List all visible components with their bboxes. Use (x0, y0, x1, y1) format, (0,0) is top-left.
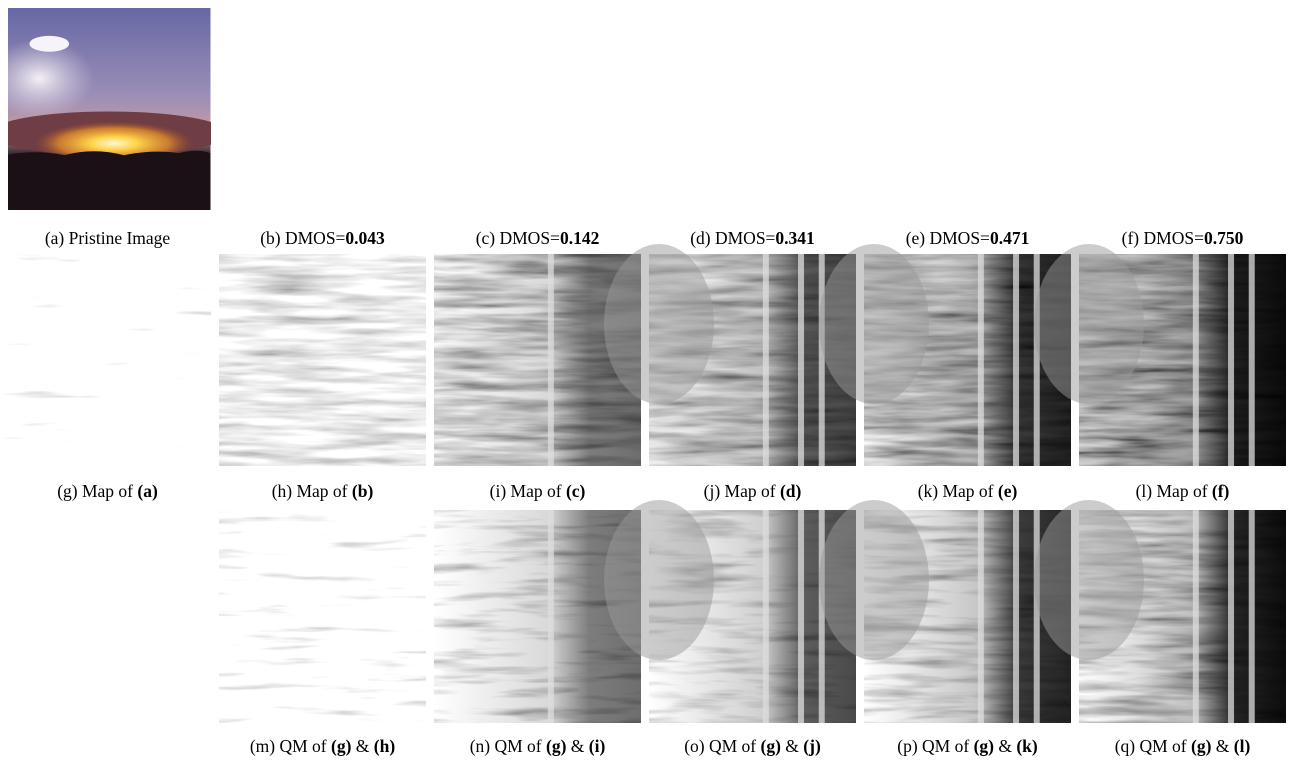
caption-text: & (781, 736, 803, 756)
caption-bold: (g) (761, 736, 781, 756)
caption-text: (k) Map of (918, 481, 998, 501)
panel-image (1034, 500, 1286, 723)
caption-bold: (i) (589, 736, 606, 756)
caption-bold: 0.341 (775, 228, 814, 248)
caption-bold: (c) (566, 481, 585, 501)
panel-caption: (l) Map of (f) (1063, 481, 1299, 502)
caption-bold: 0.750 (1204, 228, 1243, 248)
caption-text: (a) Pristine Image (45, 228, 170, 248)
caption-bold: (d) (780, 481, 801, 501)
caption-bold: (k) (1016, 736, 1037, 756)
caption-text: & (994, 736, 1016, 756)
panel-image (819, 500, 1071, 723)
panel-caption: (j) Map of (d) (633, 481, 873, 502)
panel-caption: (m) QM of (g) & (h) (203, 736, 443, 757)
caption-text: (n) QM of (470, 736, 546, 756)
panel-caption: (q) QM of (g) & (l) (1063, 736, 1299, 757)
caption-bold: (l) (1234, 736, 1251, 756)
caption-bold: (e) (998, 481, 1017, 501)
panel-caption: (e) DMOS=0.471 (848, 228, 1088, 249)
panel-image (630, 4, 874, 210)
figure-images (0, 0, 1299, 766)
caption-text: (e) DMOS= (906, 228, 990, 248)
panel-caption: (g) Map of (a) (0, 481, 228, 502)
panel-caption: (i) Map of (c) (418, 481, 658, 502)
panel-caption: (a) Pristine Image (0, 228, 228, 249)
caption-text: (p) QM of (897, 736, 973, 756)
panel-image (819, 244, 1071, 466)
panel-caption: (k) Map of (e) (848, 481, 1088, 502)
panel-image (4, 254, 211, 466)
caption-bold: (b) (352, 481, 373, 501)
panel-image (434, 510, 641, 723)
caption-bold: 0.142 (560, 228, 599, 248)
panel-caption: (o) QM of (g) & (j) (633, 736, 873, 757)
panel-caption: (p) QM of (g) & (k) (848, 736, 1088, 757)
panel-image (1060, 4, 1299, 210)
panel-caption: (n) QM of (g) & (i) (418, 736, 658, 757)
caption-text: (b) DMOS= (260, 228, 345, 248)
caption-text: & (566, 736, 588, 756)
caption-text: (f) DMOS= (1122, 228, 1204, 248)
panel-caption: (c) DMOS=0.142 (418, 228, 658, 249)
caption-bold: (h) (374, 736, 395, 756)
caption-text: (c) DMOS= (476, 228, 560, 248)
panel-image (845, 4, 1089, 210)
caption-text: (o) QM of (684, 736, 760, 756)
panel-caption: (b) DMOS=0.043 (203, 228, 443, 249)
panel-image (604, 500, 856, 723)
caption-text: & (351, 736, 373, 756)
caption-bold: 0.043 (345, 228, 384, 248)
caption-text: (h) Map of (272, 481, 352, 501)
caption-bold: (f) (1212, 481, 1229, 501)
caption-bold: (g) (546, 736, 566, 756)
caption-bold: (g) (974, 736, 994, 756)
caption-text: (i) Map of (490, 481, 566, 501)
caption-text: (j) Map of (704, 481, 780, 501)
caption-text: & (1211, 736, 1233, 756)
panel-image (415, 4, 659, 210)
caption-bold: 0.471 (990, 228, 1029, 248)
panel-caption: (d) DMOS=0.341 (633, 228, 873, 249)
panel-image (219, 510, 426, 723)
panel-image (1034, 244, 1286, 466)
caption-text: (l) Map of (1136, 481, 1212, 501)
figure: (a) Pristine Image(b) DMOS=0.043(c) DMOS… (0, 0, 1299, 766)
caption-bold: (g) (1191, 736, 1211, 756)
caption-text: (g) Map of (57, 481, 137, 501)
panel-caption: (f) DMOS=0.750 (1063, 228, 1299, 249)
caption-text: (d) DMOS= (690, 228, 775, 248)
caption-text: (q) QM of (1115, 736, 1191, 756)
caption-text: (m) QM of (250, 736, 331, 756)
caption-bold: (g) (331, 736, 351, 756)
panel-image (604, 244, 856, 466)
panel-image (219, 254, 426, 466)
panel-image (200, 4, 444, 210)
caption-bold: (a) (137, 481, 157, 501)
panel-caption: (h) Map of (b) (203, 481, 443, 502)
caption-bold: (j) (803, 736, 820, 756)
panel-image (0, 4, 228, 210)
